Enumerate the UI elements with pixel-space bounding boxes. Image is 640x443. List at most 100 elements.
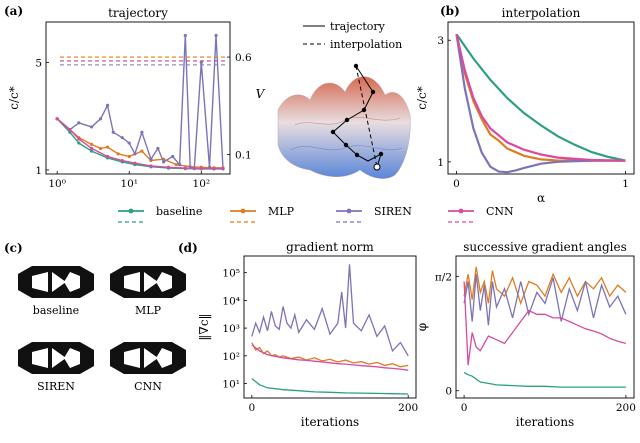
trajectory-point-siren bbox=[98, 117, 103, 121]
design-baseline: baseline bbox=[18, 266, 94, 317]
legend-trajectory-label: trajectory bbox=[330, 20, 386, 33]
y2-tick-label: 0.1 bbox=[235, 150, 252, 162]
y-tick-label: 5 bbox=[35, 57, 42, 69]
gradient_angles-series-siren bbox=[463, 274, 627, 326]
trajectory-series-mlp bbox=[56, 118, 223, 169]
trajectory-point-siren bbox=[140, 130, 144, 134]
trajectory-point-siren bbox=[89, 125, 94, 129]
trajectory-point-siren bbox=[171, 154, 175, 159]
trajectory-point-mlp bbox=[98, 146, 103, 151]
legend-siren-label: SIREN bbox=[374, 205, 412, 218]
design-hole bbox=[32, 348, 48, 368]
gradient-norm-plot: gradient norm 0 200 10¹ 10² 10³ 10⁴ 10⁵ iteratio… bbox=[197, 240, 418, 429]
trajectory-point-siren bbox=[162, 160, 166, 164]
trajectory-point-baseline bbox=[68, 130, 72, 134]
y-tick-label: 10¹ bbox=[222, 379, 240, 391]
trajectory-axes-frame bbox=[45, 21, 231, 175]
y-tick-label: 10² bbox=[222, 351, 240, 363]
landscape-valley bbox=[289, 145, 403, 151]
trajectory-point-siren bbox=[214, 33, 218, 38]
y-tick-label: 0 bbox=[445, 386, 452, 398]
interpolation-y-axis-label: c/c* bbox=[415, 86, 429, 109]
legend-mlp-label: MLP bbox=[268, 205, 295, 218]
x-tick-label: 10⁰ bbox=[48, 178, 66, 190]
design-hole bbox=[64, 272, 80, 292]
y-tick-label: 1 bbox=[437, 157, 444, 169]
legend-baseline-label: baseline bbox=[156, 205, 202, 218]
y-tick-label: 3 bbox=[437, 35, 444, 47]
design-label: MLP bbox=[135, 304, 162, 317]
y-tick-label: π/2 bbox=[435, 271, 452, 283]
design-hole bbox=[144, 348, 158, 368]
trajectory-point bbox=[330, 129, 336, 135]
y-tick-label: 10⁴ bbox=[222, 295, 240, 307]
trajectory-point-mlp bbox=[174, 162, 178, 167]
trajectory-series-siren bbox=[56, 35, 224, 170]
interpolation-series-mlp bbox=[455, 33, 626, 162]
trajectory-point-cnn bbox=[133, 161, 137, 165]
interpolation-axes-frame bbox=[447, 21, 635, 175]
y2-tick-label: 0.6 bbox=[235, 52, 252, 64]
design-hole bbox=[124, 272, 140, 292]
trajectory-point bbox=[361, 107, 367, 113]
trajectory-point-siren bbox=[105, 103, 110, 107]
gradient_angles-series-mlp bbox=[463, 266, 627, 306]
trajectory-point-siren bbox=[127, 141, 131, 145]
design-siren: SIREN bbox=[18, 342, 94, 393]
design-hole bbox=[156, 348, 172, 368]
x-tick-label: 200 bbox=[616, 402, 636, 414]
gradient_angles-series-baseline bbox=[463, 371, 626, 388]
gradient-angles-plot: successive gradient angles 0 200 0 π/2 iterat… bbox=[415, 240, 636, 429]
trajectory-point-cnn bbox=[212, 167, 216, 171]
trajectory-point-mlp bbox=[89, 142, 94, 147]
trajectory-point-cnn bbox=[149, 164, 153, 168]
y-tick-label: 10⁵ bbox=[222, 268, 240, 280]
trajectory-point-siren bbox=[156, 146, 160, 151]
design-label: SIREN bbox=[37, 380, 75, 393]
interpolation-series-siren bbox=[455, 34, 626, 174]
gradient_norm-y-axis-label: ‖∇c‖ bbox=[197, 313, 211, 340]
design-thumbnails: baseline MLP SIREN CNN bbox=[18, 266, 186, 393]
trajectory-point-mlp bbox=[140, 149, 144, 153]
trajectory-point-cnn bbox=[183, 166, 187, 170]
trajectory-point-siren bbox=[149, 157, 153, 161]
trajectory-point-siren bbox=[199, 60, 203, 64]
trajectory-point-siren bbox=[178, 162, 182, 167]
y-tick-label: 1 bbox=[35, 165, 42, 177]
trajectory-end-point bbox=[373, 163, 381, 171]
interpolation-title: interpolation bbox=[502, 6, 581, 20]
panel-label-d: (d) bbox=[178, 241, 198, 255]
panel-label-c: (c) bbox=[4, 241, 23, 255]
landscape-interpolation-path bbox=[355, 65, 378, 168]
trajectory-title: trajectory bbox=[108, 6, 168, 20]
legend-cnn-marker bbox=[458, 208, 464, 214]
trajectory-y-axis-label: c/c* bbox=[7, 86, 21, 109]
landscape-surface bbox=[277, 76, 411, 179]
trajectory-y2-axis-label: V bbox=[256, 87, 266, 101]
trajectory-point-siren bbox=[133, 152, 137, 156]
x-tick-label: 1 bbox=[622, 178, 629, 190]
trajectory-point-siren bbox=[120, 136, 124, 140]
x-tick-label: 200 bbox=[398, 402, 418, 414]
panel-label-a: (a) bbox=[4, 4, 23, 18]
gradient_angles-title: successive gradient angles bbox=[463, 240, 627, 254]
design-mlp: MLP bbox=[110, 266, 186, 317]
design-label: baseline bbox=[33, 304, 79, 317]
shared-legend: baseline MLP SIREN CNN bbox=[118, 205, 514, 223]
trajectory-point bbox=[344, 117, 350, 123]
trajectory-series-baseline bbox=[56, 118, 223, 170]
trajectory-point-siren bbox=[111, 130, 115, 134]
trajectory-point-baseline bbox=[89, 149, 94, 153]
design-label: CNN bbox=[134, 380, 162, 393]
gradient_angles-axes-frame bbox=[455, 255, 635, 399]
design-hole bbox=[32, 272, 48, 292]
interpolation-series-cnn bbox=[455, 33, 626, 162]
y-tick-label: 10³ bbox=[222, 323, 240, 335]
x-tick-label: 10² bbox=[193, 178, 211, 190]
design-hole bbox=[64, 348, 80, 368]
legend-cnn-label: CNN bbox=[486, 205, 514, 218]
trajectory-point-cnn bbox=[120, 158, 124, 163]
trajectory-point-cnn bbox=[199, 166, 203, 170]
